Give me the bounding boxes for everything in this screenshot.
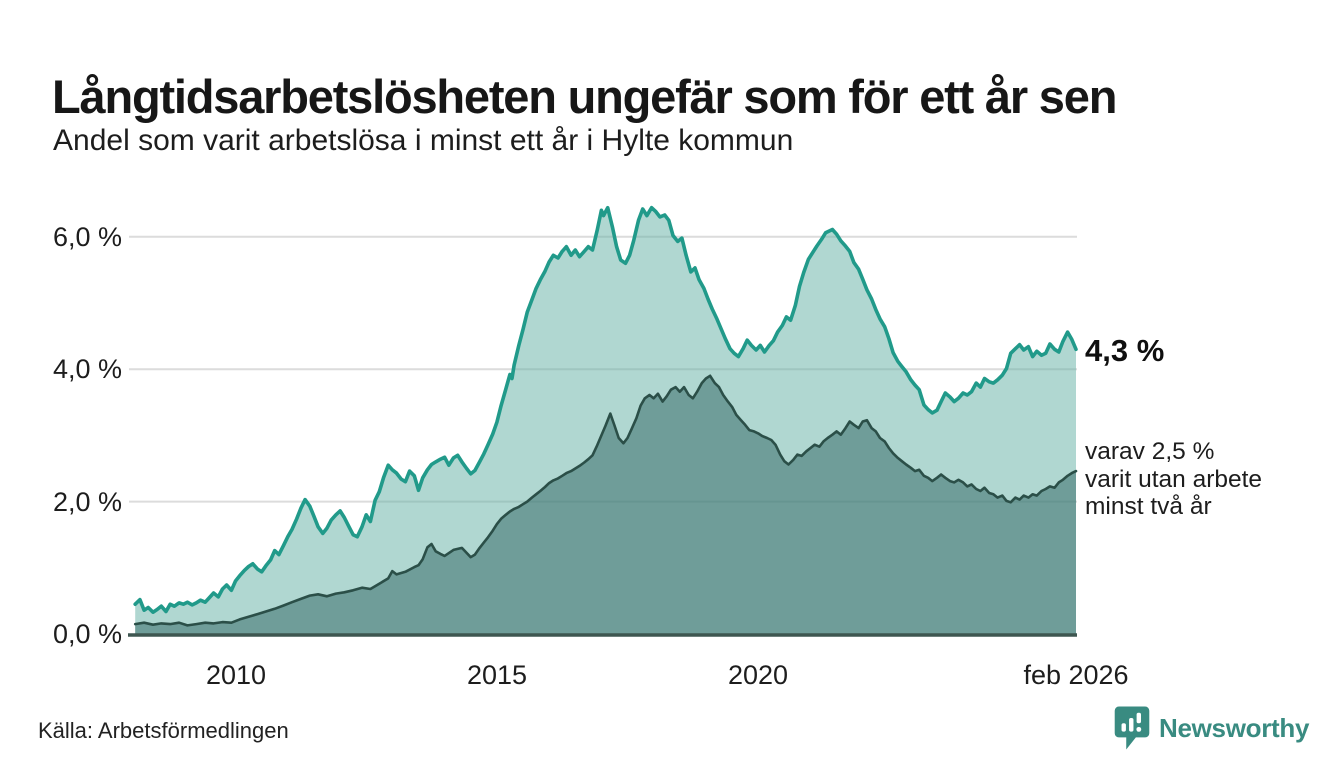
source-attribution: Källa: Arbetsförmedlingen bbox=[38, 718, 289, 743]
series-area-1 bbox=[135, 375, 1076, 634]
chart-subtitle: Andel som varit arbetslösa i minst ett å… bbox=[53, 124, 794, 157]
x-tick-2015: 2015 bbox=[466, 660, 528, 690]
newsworthy-logo-icon bbox=[1114, 706, 1150, 750]
y-tick-0: 0,0 % bbox=[52, 619, 122, 649]
y-tick-4: 4,0 % bbox=[52, 354, 122, 384]
page-title: Långtidsarbetslösheten ungefär som för e… bbox=[52, 70, 1117, 124]
annotation-line: minst två år bbox=[1085, 493, 1212, 520]
newsworthy-logo[interactable]: Newsworthy bbox=[1114, 706, 1309, 750]
x-tick-2020: 2020 bbox=[727, 660, 789, 690]
latest-value-annotation: 4,3 % bbox=[1085, 333, 1165, 368]
y-tick-2: 2,0 % bbox=[52, 487, 122, 517]
series-line-0 bbox=[133, 205, 1078, 615]
y-tick-6: 6,0 % bbox=[52, 222, 122, 252]
series-line-1 bbox=[133, 374, 1078, 627]
secondary-value-annotation: varav 2,5 % varit utan arbete minst två … bbox=[1085, 438, 1262, 521]
x-tick-feb-2026: feb 2026 bbox=[1023, 660, 1129, 690]
newsworthy-logo-text: Newsworthy bbox=[1159, 712, 1310, 743]
x-tick-2010: 2010 bbox=[205, 660, 267, 690]
annotation-line: varit utan arbete bbox=[1085, 465, 1263, 493]
annotation-line: varav 2,5 % bbox=[1085, 438, 1215, 465]
